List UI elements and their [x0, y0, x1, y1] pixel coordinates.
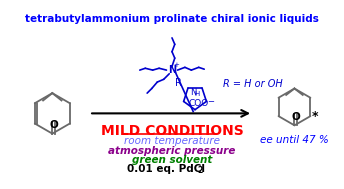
Text: +: + [174, 63, 180, 68]
Text: *: * [312, 110, 319, 123]
Text: ee until 47 %: ee until 47 % [260, 135, 329, 145]
Text: N: N [190, 88, 196, 97]
Text: N: N [168, 65, 176, 75]
Text: O: O [49, 120, 58, 130]
Text: −: − [207, 97, 214, 106]
Text: R: R [175, 78, 182, 88]
Text: atmospheric pressure: atmospheric pressure [108, 146, 236, 156]
Text: 2: 2 [198, 166, 203, 175]
Text: MILD CONDITIONS: MILD CONDITIONS [101, 123, 243, 138]
Text: R = H or OH: R = H or OH [223, 79, 282, 89]
Text: O: O [291, 112, 300, 122]
Text: green solvent: green solvent [132, 155, 212, 165]
Text: tetrabutylammonium prolinate chiral ionic liquids: tetrabutylammonium prolinate chiral ioni… [25, 14, 319, 24]
Text: COO: COO [188, 99, 208, 108]
Text: 0.01 eq. PdCl: 0.01 eq. PdCl [127, 164, 205, 174]
Text: room temperature: room temperature [124, 136, 220, 146]
Text: H: H [194, 91, 200, 98]
